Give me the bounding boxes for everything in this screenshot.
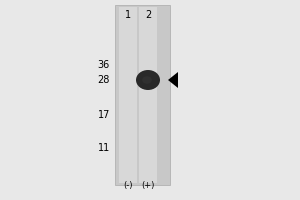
Ellipse shape — [136, 70, 160, 90]
Text: 1: 1 — [125, 10, 131, 20]
Bar — [115, 5, 170, 185]
Text: 28: 28 — [98, 75, 110, 85]
Text: (-): (-) — [123, 181, 133, 190]
Text: 36: 36 — [98, 60, 110, 70]
Text: 11: 11 — [98, 143, 110, 153]
Text: 2: 2 — [145, 10, 151, 20]
Bar — [119, 7, 137, 183]
Text: (+): (+) — [141, 181, 155, 190]
Polygon shape — [168, 72, 178, 88]
Bar — [139, 7, 157, 183]
Text: 17: 17 — [98, 110, 110, 120]
Ellipse shape — [142, 76, 152, 84]
